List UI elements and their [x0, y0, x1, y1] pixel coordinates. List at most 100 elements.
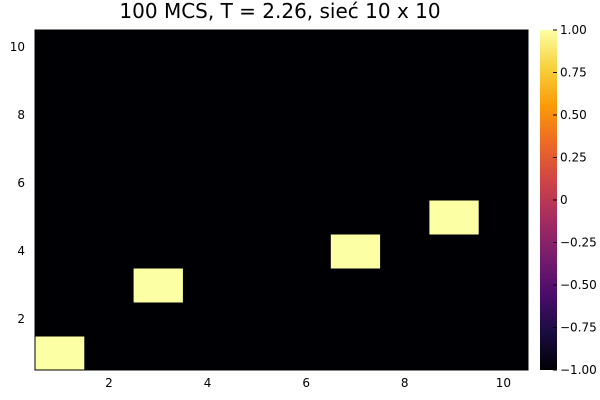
- colorbar-tick-label: 0: [560, 193, 568, 207]
- heatmap-cell: [84, 98, 135, 133]
- colorbar-tick-label: 1.00: [560, 23, 587, 37]
- heatmap-cell: [380, 268, 430, 303]
- heatmap-cell: [281, 64, 332, 99]
- heatmap-cell: [330, 268, 381, 303]
- colorbar-tick-label: 0.25: [560, 151, 587, 165]
- heatmap-cell: [478, 268, 529, 303]
- heatmap-cell: [35, 336, 85, 371]
- heatmap-cell: [232, 268, 282, 303]
- heatmap-cell: [232, 132, 282, 167]
- heatmap-cell: [380, 166, 430, 201]
- heatmap-cell: [35, 234, 85, 269]
- heatmap-cell: [182, 302, 233, 337]
- y-tick-label: 8: [17, 108, 25, 122]
- heatmap-cell: [232, 336, 282, 371]
- heatmap-cell: [281, 132, 332, 167]
- heatmap-cell: [380, 64, 430, 99]
- heatmap-cell: [133, 268, 184, 303]
- heatmap-cell: [133, 132, 184, 167]
- heatmap-cell: [133, 166, 184, 201]
- heatmap-cell: [281, 268, 332, 303]
- heatmap-cell: [429, 336, 480, 371]
- x-tick-label: 6: [302, 376, 310, 390]
- heatmap-cell: [478, 166, 529, 201]
- heatmap-cell: [281, 336, 332, 371]
- heatmap-cell: [35, 64, 85, 99]
- heatmap-cell: [232, 234, 282, 269]
- heatmap-cell: [429, 98, 480, 133]
- heatmap-cell: [133, 30, 184, 65]
- heatmap-cell: [429, 166, 480, 201]
- heatmap-cell: [281, 98, 332, 133]
- x-tick-label: 2: [105, 376, 113, 390]
- heatmap-cell: [182, 98, 233, 133]
- heatmap-cell: [133, 200, 184, 235]
- plot-area: 2 4 6 8 10 2 4 6 8 10: [10, 29, 529, 390]
- heatmap-cell: [232, 302, 282, 337]
- heatmap-cell: [35, 200, 85, 235]
- chart-title: 100 MCS, T = 2.26, sieć 10 x 10: [119, 0, 440, 23]
- colorbar-tick-label: −0.50: [560, 278, 597, 292]
- heatmap-cell: [380, 98, 430, 133]
- heatmap-cell: [281, 30, 332, 65]
- heatmap-cell: [133, 336, 184, 371]
- heatmap-cell: [84, 200, 135, 235]
- heatmap-cell: [330, 30, 381, 65]
- heatmap-cell: [35, 302, 85, 337]
- colorbar-tick-label: −0.25: [560, 236, 597, 250]
- colorbar-tick-label: 0.50: [560, 108, 587, 122]
- heatmap-cell: [133, 64, 184, 99]
- heatmap-cell: [84, 132, 135, 167]
- heatmap-cell: [182, 166, 233, 201]
- heatmap-cell: [182, 64, 233, 99]
- heatmap-cell: [478, 132, 529, 167]
- heatmap-cell: [84, 234, 135, 269]
- heatmap-cell: [478, 30, 529, 65]
- heatmap-cell: [478, 336, 529, 371]
- heatmap-cell: [182, 200, 233, 235]
- heatmap-cell: [84, 302, 135, 337]
- colorbar: −1.00 −0.75 −0.50 −0.25 0 0.25 0.50 0.75 1.00: [540, 23, 597, 377]
- heatmap-cell: [232, 200, 282, 235]
- heatmap-cell: [429, 268, 480, 303]
- heatmap-cell: [281, 234, 332, 269]
- heatmap-cell: [478, 64, 529, 99]
- heatmap-cell: [182, 268, 233, 303]
- heatmap-cell: [380, 302, 430, 337]
- heatmap-cell: [281, 200, 332, 235]
- heatmap-cell: [330, 132, 381, 167]
- y-tick-label: 10: [10, 40, 25, 54]
- heatmap-cell: [133, 234, 184, 269]
- heatmap-cell: [380, 132, 430, 167]
- heatmap-cell: [281, 166, 332, 201]
- heatmap-cell: [84, 268, 135, 303]
- heatmap-cell: [84, 64, 135, 99]
- heatmap-cell: [35, 268, 85, 303]
- x-tick-label: 10: [496, 376, 511, 390]
- heatmap-cell: [380, 200, 430, 235]
- heatmap-cell: [429, 234, 480, 269]
- heatmap-cell: [429, 200, 480, 235]
- heatmap-cell: [182, 234, 233, 269]
- heatmap-cell: [84, 336, 135, 371]
- heatmap-cell: [330, 98, 381, 133]
- heatmap-cell: [330, 64, 381, 99]
- y-tick-label: 2: [17, 312, 25, 326]
- heatmap-cell: [478, 200, 529, 235]
- x-tick-label: 8: [401, 376, 409, 390]
- heatmap-cell: [84, 30, 135, 65]
- heatmap-cell: [330, 302, 381, 337]
- heatmap-cell: [84, 166, 135, 201]
- heatmap-cell: [232, 30, 282, 65]
- heatmap-cell: [35, 98, 85, 133]
- colorbar-tick-label: −1.00: [560, 363, 597, 377]
- colorbar-tick-label: 0.75: [560, 66, 587, 80]
- heatmap-cell: [182, 132, 233, 167]
- heatmap-cell: [232, 166, 282, 201]
- heatmap-cell: [330, 200, 381, 235]
- heatmap-cell: [133, 98, 184, 133]
- heatmap-cell: [478, 234, 529, 269]
- heatmap-cell: [429, 302, 480, 337]
